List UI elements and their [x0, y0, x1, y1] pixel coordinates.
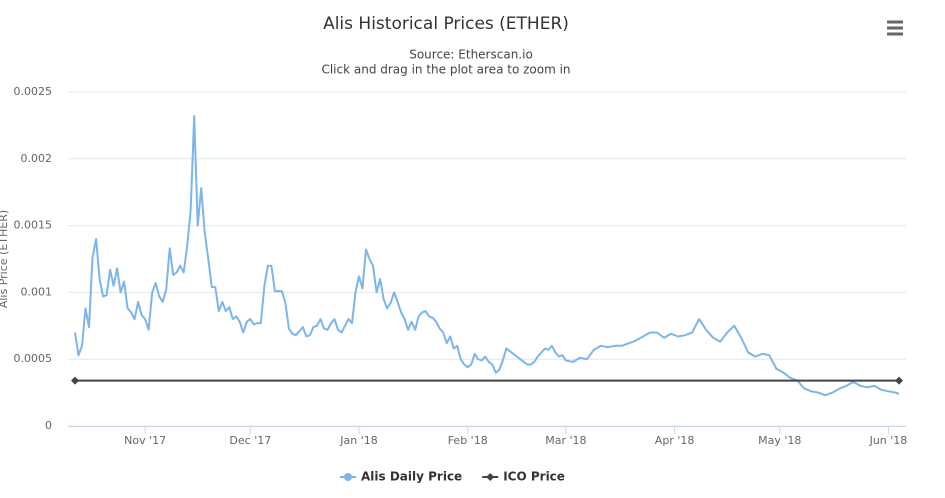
x-tick-label: Feb '18 — [448, 434, 488, 447]
chart-subtitle: Source: Etherscan.io — [409, 48, 533, 62]
x-tick-label: Jan '18 — [339, 434, 377, 447]
point-marker — [894, 376, 903, 385]
x-tick-label: Jun '18 — [869, 434, 908, 447]
legend-label[interactable]: Alis Daily Price — [361, 470, 462, 484]
x-tick-label: May '18 — [758, 434, 801, 447]
y-tick-label: 0.0015 — [14, 219, 53, 232]
menu-icon — [887, 20, 903, 36]
y-tick-label: 0 — [45, 419, 52, 432]
x-tick-label: Apr '18 — [655, 434, 695, 447]
legend-marker — [486, 473, 495, 481]
legend-label[interactable]: ICO Price — [503, 470, 565, 484]
chart-title: Alis Historical Prices (ETHER) — [323, 14, 569, 34]
y-tick-label: 0.001 — [21, 285, 53, 298]
y-tick-label: 0.0005 — [14, 352, 53, 365]
x-tick-label: Nov '17 — [124, 434, 166, 447]
legend-marker — [344, 473, 352, 481]
y-axis-title: Alis Price (ETHER) — [0, 210, 10, 308]
menu-button[interactable] — [880, 16, 910, 42]
x-tick-label: Dec '17 — [229, 434, 271, 447]
y-tick-label: 0.0025 — [14, 85, 53, 98]
series-line — [74, 115, 900, 397]
point-marker — [71, 376, 80, 385]
x-tick-label: Mar '18 — [545, 434, 586, 447]
y-tick-label: 0.002 — [21, 152, 53, 165]
chart-subtitle: Click and drag in the plot area to zoom … — [321, 63, 570, 77]
